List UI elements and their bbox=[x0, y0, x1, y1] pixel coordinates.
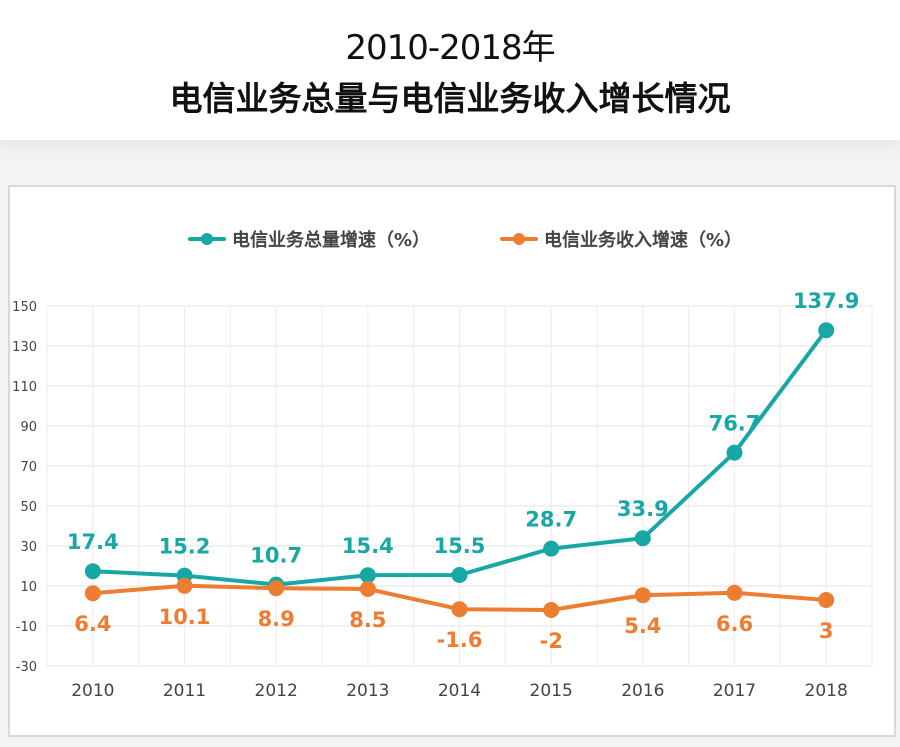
legend-label: 电信业务总量增速（%） bbox=[232, 230, 431, 251]
x-tick-label: 2014 bbox=[438, 681, 481, 701]
data-label: -1.6 bbox=[437, 628, 483, 652]
y-tick-label: 130 bbox=[12, 340, 37, 355]
data-point bbox=[726, 584, 743, 601]
y-tick-label: 70 bbox=[20, 460, 37, 475]
data-point bbox=[818, 592, 835, 608]
data-label: 5.4 bbox=[624, 614, 661, 638]
data-label: 10.7 bbox=[250, 544, 302, 568]
data-point bbox=[451, 601, 468, 618]
data-point bbox=[176, 577, 193, 594]
x-tick-label: 2016 bbox=[621, 681, 664, 701]
y-tick-label: 50 bbox=[20, 500, 37, 515]
x-tick-label: 2011 bbox=[163, 681, 206, 701]
data-point bbox=[451, 567, 468, 583]
data-point bbox=[84, 563, 101, 580]
data-point bbox=[359, 567, 376, 584]
data-point bbox=[634, 530, 651, 547]
data-label: 15.5 bbox=[434, 534, 486, 558]
x-tick-label: 2012 bbox=[255, 681, 298, 701]
legend-item-revenue: 电信业务收入增速（%） bbox=[500, 226, 742, 252]
chart-panel bbox=[8, 185, 896, 737]
legend-item-total: 电信业务总量增速（%） bbox=[188, 226, 430, 252]
x-tick-label: 2018 bbox=[805, 681, 848, 701]
title-line2: 电信业务总量与电信业务收入增长情况 bbox=[169, 79, 731, 118]
data-label: 28.7 bbox=[525, 508, 577, 532]
y-tick-label: 10 bbox=[20, 580, 37, 595]
data-label: 76.7 bbox=[709, 412, 761, 436]
data-point bbox=[726, 444, 743, 461]
data-label: 17.4 bbox=[67, 530, 119, 554]
data-point bbox=[634, 587, 651, 604]
data-label: 137.9 bbox=[793, 289, 859, 313]
data-point bbox=[84, 585, 101, 602]
data-label: 8.5 bbox=[349, 608, 386, 632]
data-point bbox=[268, 580, 285, 597]
y-tick-label: -30 bbox=[16, 660, 37, 675]
legend-marker-icon bbox=[500, 233, 538, 245]
legend-label: 电信业务收入增速（%） bbox=[544, 230, 743, 251]
x-tick-label: 2015 bbox=[530, 681, 573, 701]
data-point bbox=[359, 581, 376, 597]
title-line1: 2010-2018年 bbox=[345, 28, 555, 68]
y-tick-label: 110 bbox=[12, 380, 37, 395]
data-label: 8.9 bbox=[258, 607, 295, 631]
x-tick-label: 2013 bbox=[346, 681, 389, 701]
y-tick-label: 30 bbox=[20, 540, 37, 555]
data-label: 15.2 bbox=[159, 535, 211, 559]
y-tick-label: 150 bbox=[12, 300, 37, 315]
x-tick-label: 2010 bbox=[71, 681, 114, 701]
data-label: 6.6 bbox=[716, 612, 753, 636]
data-point bbox=[818, 322, 835, 339]
legend-marker-icon bbox=[188, 233, 226, 245]
y-tick-label: -10 bbox=[16, 620, 37, 635]
data-label: 3 bbox=[819, 619, 834, 643]
data-label: 15.4 bbox=[342, 534, 394, 558]
data-label: 10.1 bbox=[159, 605, 211, 629]
data-label: -2 bbox=[540, 629, 563, 653]
data-label: 6.4 bbox=[74, 612, 111, 636]
header: 2010-2018年 电信业务总量与电信业务收入增长情况 bbox=[0, 0, 900, 140]
data-point bbox=[543, 540, 560, 557]
x-tick-label: 2017 bbox=[713, 681, 756, 701]
data-point bbox=[543, 602, 560, 618]
data-label: 33.9 bbox=[617, 497, 669, 521]
y-tick-label: 90 bbox=[20, 420, 37, 435]
